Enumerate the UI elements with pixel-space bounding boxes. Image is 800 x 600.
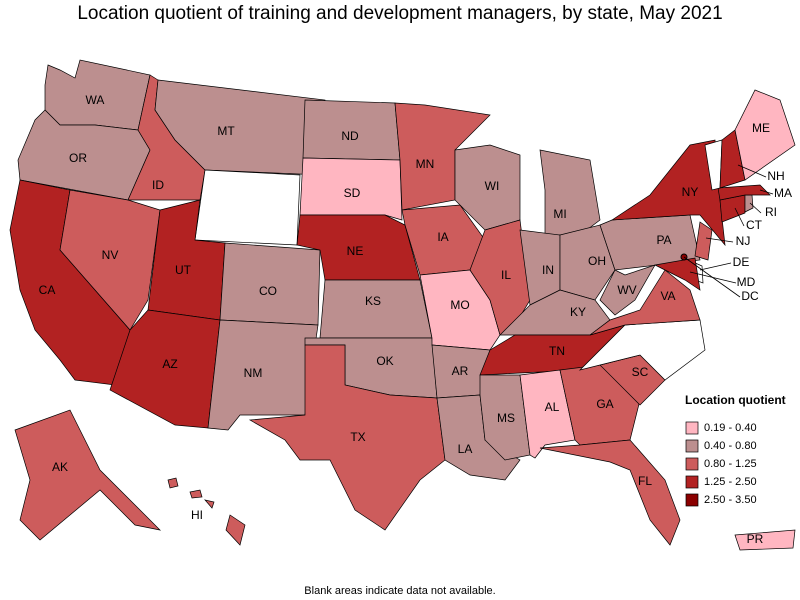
state-shape — [299, 157, 403, 221]
state-label: MS — [497, 411, 515, 425]
state-label: DE — [733, 255, 750, 269]
leader-line — [699, 262, 732, 271]
states — [9, 59, 796, 551]
state-label: WV — [617, 283, 636, 297]
legend-swatch — [685, 421, 699, 435]
legend-label: 0.19 - 0.40 — [704, 422, 757, 434]
state-shape — [734, 529, 796, 551]
state-label: TN — [549, 344, 565, 358]
state-label: DC — [741, 289, 759, 303]
state-label: KS — [365, 294, 381, 308]
state-label: ND — [341, 129, 359, 143]
state-label: VA — [660, 289, 675, 303]
state-label: OK — [376, 354, 393, 368]
state-shape — [539, 439, 681, 546]
state-label: TX — [350, 430, 365, 444]
legend-label: 1.25 - 2.50 — [704, 476, 757, 488]
state-label: RI — [765, 205, 777, 219]
state-shape — [539, 149, 601, 236]
state-label: WI — [485, 179, 500, 193]
state-label: NJ — [736, 234, 751, 248]
state-label: MI — [553, 207, 566, 221]
leader-line — [734, 207, 745, 227]
state-shape — [559, 224, 616, 301]
state-label: FL — [638, 474, 652, 488]
leader-line — [759, 189, 774, 195]
state-shape — [653, 257, 701, 291]
legend-title: Location quotient — [685, 393, 786, 407]
state-label: IN — [542, 263, 554, 277]
state-label: AL — [545, 400, 560, 414]
state-label: KY — [570, 305, 586, 319]
state-label: MT — [217, 124, 235, 138]
state-label: SC — [632, 365, 649, 379]
state-label: MA — [774, 186, 792, 200]
legend-label: 0.80 - 1.25 — [704, 458, 757, 470]
state-label: CA — [39, 283, 56, 297]
legend-swatch — [685, 493, 699, 507]
state-shape — [194, 169, 301, 246]
state-label: ME — [752, 121, 770, 135]
leader-line — [705, 237, 734, 243]
state-shape — [14, 409, 162, 541]
state-label: OH — [588, 254, 606, 268]
state-shape — [599, 214, 701, 271]
state-shape — [248, 344, 446, 531]
legend-swatch — [685, 457, 699, 471]
state-label: WA — [86, 93, 105, 107]
leader-line — [737, 164, 767, 178]
state-label: IA — [437, 230, 448, 244]
legend-swatch — [685, 475, 699, 489]
state-label: UT — [175, 263, 192, 277]
state-shape — [189, 489, 203, 499]
state-label: AR — [452, 364, 469, 378]
state-label: AK — [52, 460, 68, 474]
state-label: AZ — [162, 357, 177, 371]
state-label: PR — [747, 532, 764, 546]
state-shape — [717, 184, 771, 201]
state-label: IL — [501, 268, 511, 282]
state-label: NV — [102, 248, 119, 262]
state-label: MN — [416, 157, 435, 171]
state-label: ID — [152, 178, 164, 192]
leader-line — [749, 202, 762, 214]
state-shape — [589, 269, 701, 336]
state-shape — [225, 514, 246, 546]
state-label: NH — [767, 169, 784, 183]
state-shape — [734, 89, 796, 181]
leader-line — [683, 256, 741, 298]
legend-label: 2.50 - 3.50 — [704, 494, 757, 506]
state-label: OR — [69, 151, 87, 165]
state-label: HI — [191, 508, 203, 522]
state-shape — [167, 477, 179, 489]
state-shape — [207, 319, 319, 431]
state-label: GA — [596, 397, 613, 411]
state-shape — [744, 194, 754, 213]
state-label: MD — [737, 275, 756, 289]
legend: 0.19 - 0.40 0.40 - 0.80 0.80 - 1.25 1.25 - … — [685, 421, 757, 507]
legend-swatch — [685, 439, 699, 453]
state-label: SD — [344, 186, 361, 200]
state-label: CT — [746, 218, 763, 232]
state-shape — [694, 221, 713, 261]
state-label: LA — [458, 442, 473, 456]
map-title: Location quotient of training and develo… — [77, 3, 722, 24]
state-label: PA — [656, 233, 671, 247]
state-shape — [204, 499, 215, 509]
state-label: NM — [244, 366, 263, 380]
state-label: NE — [347, 244, 364, 258]
state-labels: WA OR CA NV ID MT UT AZ CO NM ND SD NE KS OK TX MN IA MO AR… — [39, 93, 792, 546]
legend-label: 0.40 - 0.80 — [704, 440, 757, 452]
state-label: CO — [259, 284, 277, 298]
state-shape — [319, 279, 433, 339]
state-label: NY — [682, 185, 699, 199]
footnote: Blank areas indicate data not available. — [304, 585, 495, 597]
state-label: MO — [450, 298, 469, 312]
